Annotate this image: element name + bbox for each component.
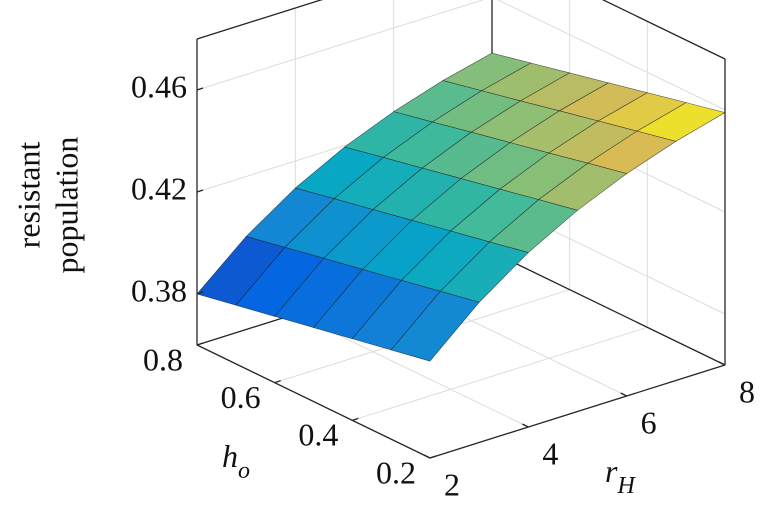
y-axis-label: ho — [222, 438, 250, 483]
axis-line — [429, 364, 726, 459]
z-axis-label-line: resistant — [10, 142, 46, 249]
tick-mark — [352, 417, 359, 421]
y-tick-label: 0.6 — [221, 379, 261, 415]
tick-mark — [196, 189, 204, 193]
tick-mark — [196, 342, 204, 346]
surface-face — [390, 290, 480, 362]
tick-mark — [522, 423, 529, 428]
z-axis-label-line: population — [48, 137, 84, 274]
axes-foreground: 0.38 0.42 0.46 2 4 6 8 0.2 0.4 0.6 0.8 — [131, 68, 755, 502]
y-label-base: h — [222, 438, 238, 474]
tick-mark — [718, 361, 726, 366]
box-edge — [196, 0, 323, 40]
x-tick-label: 6 — [641, 404, 657, 440]
z-tick-label: 0.38 — [131, 272, 187, 308]
x-tick-label: 4 — [542, 435, 558, 471]
grid-line — [497, 0, 726, 111]
surface — [196, 52, 726, 362]
grid-line — [196, 0, 485, 91]
x-label-base: r — [605, 453, 618, 489]
tick-mark — [423, 454, 431, 459]
x-label-sub: H — [616, 473, 636, 499]
box-edge — [491, 251, 726, 366]
grid-line — [352, 326, 648, 421]
z-tick-label: 0.42 — [131, 170, 187, 206]
x-axis-label: rH — [605, 453, 636, 498]
y-tick-label: 0.4 — [298, 417, 338, 453]
y-tick-label: 0.8 — [143, 341, 183, 377]
tick-mark — [620, 392, 627, 397]
y-tick-label: 0.2 — [376, 454, 416, 490]
tick-mark — [429, 455, 437, 459]
tick-mark — [196, 87, 204, 91]
box-edge — [601, 0, 726, 60]
x-tick-label: 2 — [444, 466, 460, 502]
axis-line — [196, 344, 431, 459]
z-tick-label: 0.46 — [131, 68, 187, 104]
tick-mark — [196, 291, 204, 295]
x-tick-label: 8 — [739, 373, 755, 409]
y-label-sub: o — [238, 458, 250, 484]
tick-mark — [274, 380, 281, 384]
